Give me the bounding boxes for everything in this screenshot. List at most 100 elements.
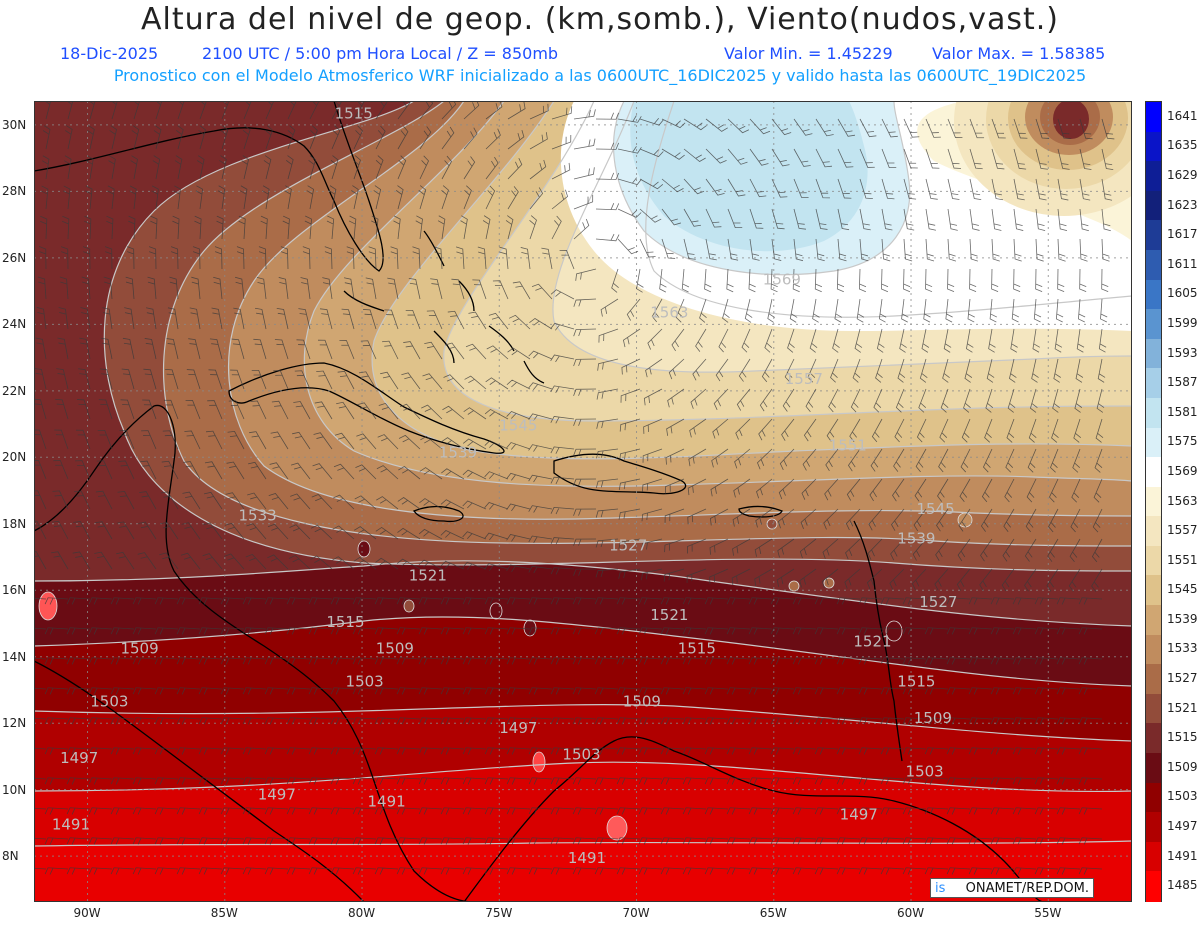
wind-barb-582 xyxy=(982,448,993,473)
wind-barb-1161 xyxy=(770,807,795,815)
colorbar-label-1599: 1599 xyxy=(1167,315,1198,330)
wind-barb-777 xyxy=(956,568,971,591)
wind-barb-335 xyxy=(945,298,953,323)
wind-barb-946 xyxy=(352,687,377,695)
map-frame xyxy=(34,101,1132,902)
wind-barb-540 xyxy=(54,429,69,450)
wind-barb-1241 xyxy=(374,867,399,875)
wind-barb-520 xyxy=(689,418,707,438)
wind-barb-649 xyxy=(290,493,311,510)
wind-barb-866 xyxy=(748,627,773,635)
wind-barb-425 xyxy=(761,358,773,383)
wind-barb-40 xyxy=(925,118,941,138)
wind-barb-165 xyxy=(441,185,449,210)
wind-barb-692 xyxy=(159,521,179,540)
wind-barb-468 xyxy=(620,388,641,403)
wind-barb-346 xyxy=(102,307,113,330)
wind-barb-152 xyxy=(151,185,159,210)
wind-barb-601 xyxy=(312,463,333,480)
wind-barb-1073 xyxy=(990,747,1015,755)
wind-barb-662 xyxy=(573,508,597,516)
wind-barb-363 xyxy=(468,311,487,330)
wind-barb-450 xyxy=(230,369,245,390)
colorbar-segment-22 xyxy=(1146,753,1161,784)
wind-barb-603 xyxy=(355,464,377,480)
wind-barb-419 xyxy=(621,358,641,375)
contour-labels: 1515 1569 1563 1557 1551 1545 1539 1545 1539 1533… xyxy=(52,104,958,866)
wind-barb-65 xyxy=(397,125,409,150)
contour-label-31: 1491 xyxy=(52,816,90,834)
colorbar-label-1593: 1593 xyxy=(1167,345,1198,360)
coastline-2 xyxy=(34,660,365,902)
wind-barb-147 xyxy=(40,185,49,210)
wind-barb-608 xyxy=(462,469,487,480)
wind-barb-550 xyxy=(270,431,289,450)
wind-barb-499 xyxy=(228,400,245,420)
wind-barb-730 xyxy=(1002,538,1015,562)
wind-barb-187 xyxy=(925,208,937,231)
wind-barb-875 xyxy=(946,627,971,635)
wind-barb-221 xyxy=(595,233,620,242)
wind-barb-182 xyxy=(815,208,828,230)
wind-barb-1250 xyxy=(572,867,597,875)
wind-barb-789 xyxy=(132,597,157,605)
colorbar-segment-8 xyxy=(1146,338,1161,369)
wind-barb-1263 xyxy=(858,867,883,875)
wind-barb-1023 xyxy=(968,717,993,725)
wind-barb-994 xyxy=(330,717,355,725)
wind-barb-907 xyxy=(572,657,597,665)
wind-barb-963 xyxy=(726,687,751,695)
wind-barb-584 xyxy=(1027,448,1037,473)
wind-barb-451 xyxy=(251,369,267,390)
colorbar-label-1497: 1497 xyxy=(1167,819,1198,834)
wind-barb-223 xyxy=(639,238,656,258)
wind-barb-585 xyxy=(1050,448,1059,473)
wind-barb-629 xyxy=(937,478,949,502)
wind-barb-314 xyxy=(472,279,487,300)
wind-barb-1067 xyxy=(858,747,883,755)
wind-barb-670 xyxy=(755,508,773,528)
wind-barb-190 xyxy=(991,208,1002,231)
wind-barb-769 xyxy=(776,568,795,587)
wind-barb-532 xyxy=(961,418,971,443)
forecast-date: 18-Dic-2025 xyxy=(60,44,159,63)
wind-barb-457 xyxy=(380,371,399,390)
wind-barb-1129 xyxy=(66,807,91,815)
colorbar-label-1641: 1641 xyxy=(1167,108,1198,123)
wind-barb-1080 xyxy=(66,777,91,785)
colorbar-label-1515: 1515 xyxy=(1167,730,1198,745)
wind-barb-1047 xyxy=(418,747,443,755)
wind-barb-745 xyxy=(245,553,267,570)
wind-barb-689 xyxy=(95,521,113,540)
colorbar-segment-7 xyxy=(1146,309,1161,340)
wind-barb-362 xyxy=(447,310,465,330)
wind-barb-1171 xyxy=(990,807,1015,815)
wind-barb-609 xyxy=(484,471,509,480)
wind-barb-102 xyxy=(130,155,138,180)
wind-barb-1188 xyxy=(286,837,311,845)
wind-barb-282 xyxy=(858,268,867,293)
wind-barb-846 xyxy=(308,627,333,635)
wind-barb-1257 xyxy=(726,867,751,875)
wind-barb-652 xyxy=(354,495,377,510)
wind-barb-104 xyxy=(174,155,183,180)
wind-barb-186 xyxy=(903,208,915,231)
field-blob-10 xyxy=(957,512,973,528)
wind-barb-832 xyxy=(1078,597,1103,605)
wind-barb-1234 xyxy=(220,867,245,875)
wind-barb-685 xyxy=(1092,508,1103,533)
wind-barb-1131 xyxy=(110,807,135,815)
colorbar-label-1557: 1557 xyxy=(1167,523,1198,538)
wind-barb-941 xyxy=(242,687,267,695)
wind-barb-830 xyxy=(1034,597,1059,605)
wind-barb-784 xyxy=(34,597,47,600)
wind-barb-562 xyxy=(528,444,553,452)
wind-barb-651 xyxy=(333,494,355,510)
wind-barb-970 xyxy=(880,687,905,695)
wind-barb-646 xyxy=(225,492,245,510)
wind-barb-212 xyxy=(393,215,401,240)
wind-barb-271 xyxy=(611,268,619,293)
wind-barb-554 xyxy=(356,433,377,450)
wind-barb-735 xyxy=(34,551,47,570)
wind-barb-429 xyxy=(852,358,861,383)
